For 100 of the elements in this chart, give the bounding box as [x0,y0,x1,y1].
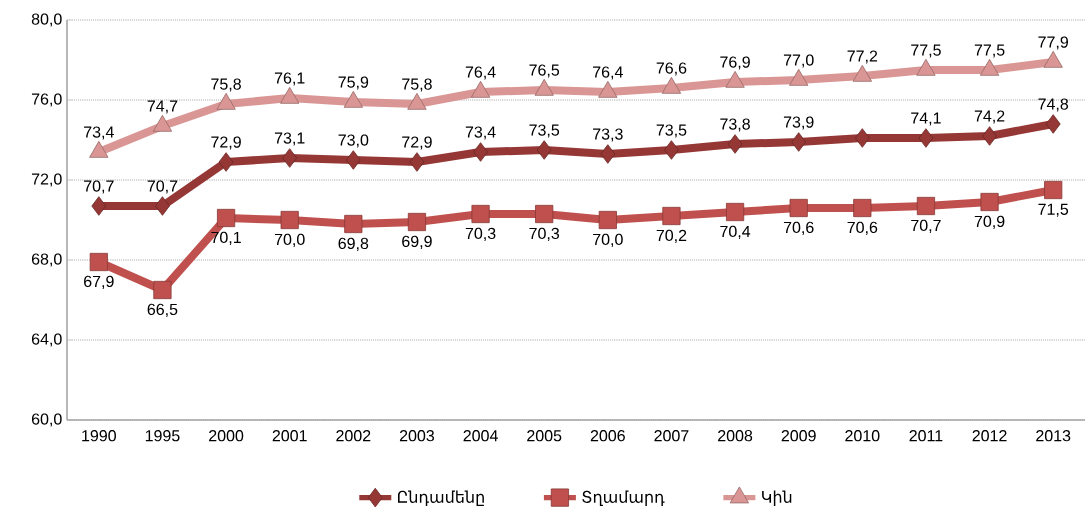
data-label: 70,2 [656,229,687,243]
data-label: 73,3 [593,128,623,142]
data-label: 73,0 [338,134,369,148]
point [854,128,870,148]
y-tick-label: 64,0 [31,333,62,347]
data-label: 77,5 [974,44,1005,58]
y-tick-label: 60,0 [31,413,62,427]
data-label: 66,5 [147,303,178,317]
data-label: 69,9 [402,235,432,249]
data-label: 70,6 [847,221,878,235]
point [918,128,934,148]
point [725,70,745,88]
data-label: 70,9 [974,215,1005,229]
data-label: 76,4 [465,66,496,80]
data-label: 77,9 [1038,36,1068,50]
x-tick-label: 2004 [463,430,498,442]
data-label: 70,7 [147,180,178,194]
x-tick-label: 2010 [845,430,880,442]
x-tick-label: 1990 [82,430,116,442]
data-label: 72,9 [402,136,432,150]
data-label: 69,8 [338,237,369,251]
x-tick-label: 2011 [909,430,943,442]
point [980,192,999,212]
data-label: 70,4 [720,225,751,239]
data-label: 73,5 [529,124,560,138]
x-tick-label: 2008 [718,430,753,442]
point [727,134,743,154]
point [407,92,427,110]
data-label: 70,3 [529,227,560,241]
data-label: 74,2 [974,110,1005,124]
data-label: 70,1 [211,231,241,245]
point [343,90,363,108]
point [282,148,298,168]
x-tick-label: 2006 [590,430,625,442]
point [1044,180,1063,200]
data-label: 76,5 [529,64,560,78]
point [536,140,552,160]
legend-label: Տղամարդ [582,490,665,506]
point [598,210,617,230]
data-label: 73,8 [720,118,750,132]
data-label: 67,9 [84,275,114,289]
x-tick-label: 2003 [399,430,435,442]
data-label: 74,7 [147,100,178,114]
point [470,80,491,98]
point [853,198,872,218]
data-label: 73,9 [783,116,814,130]
point [916,196,936,216]
point [982,126,997,146]
data-label: 70,7 [84,180,114,194]
data-label: 77,0 [783,54,814,68]
x-tick-label: 2001 [272,430,307,442]
point [600,144,616,164]
point [89,140,109,158]
point [1043,50,1063,68]
point [216,92,236,110]
point [852,64,872,82]
point [409,152,425,172]
x-tick-label: 1995 [145,430,180,442]
data-label: 74,8 [1038,98,1069,112]
x-tick-label: 2009 [781,430,816,442]
point [664,140,679,160]
data-label: 70,6 [783,221,814,235]
point [534,78,554,96]
data-label: 70,3 [465,227,496,241]
data-label: 73,5 [656,124,687,138]
y-tick-label: 76,0 [31,93,62,107]
point [662,206,681,226]
data-label: 76,1 [274,72,305,86]
point [661,76,682,94]
point [155,196,170,216]
data-label: 76,4 [593,66,623,80]
point [280,210,299,230]
point [979,58,1000,76]
data-label: 75,8 [211,78,241,92]
data-label: 73,4 [465,126,496,140]
point [726,202,745,222]
data-label: 71,5 [1038,203,1069,217]
legend-label: Ընդամենը [398,490,484,506]
point [152,114,173,132]
point [789,198,808,218]
data-label: 75,8 [402,78,432,92]
data-label: 75,9 [338,76,369,90]
data-label: 70,7 [911,219,941,233]
point [789,68,809,86]
point [791,132,807,152]
point [89,252,108,272]
point [471,204,490,224]
x-tick-label: 2002 [336,430,371,442]
point [344,214,363,234]
point [1045,114,1061,134]
data-label: 72,9 [211,136,241,150]
point [535,204,554,224]
point [91,196,107,216]
data-label: 76,9 [720,56,750,70]
x-tick-label: 2013 [1036,430,1071,442]
point [916,58,936,76]
point [407,212,427,232]
x-tick-label: 2005 [527,430,562,442]
point [153,280,172,300]
data-label: 74,1 [911,112,941,126]
